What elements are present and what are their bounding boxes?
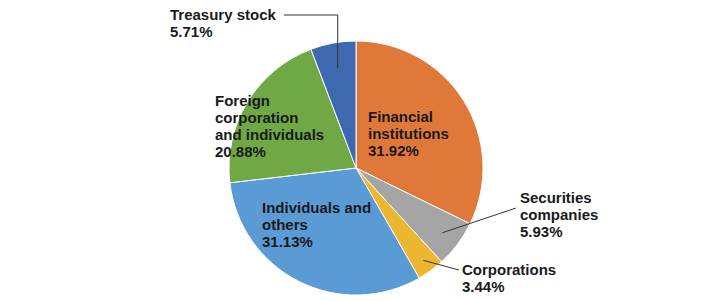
- slice-name-line: Individuals and: [262, 199, 371, 216]
- slice-name-line: Financial: [368, 108, 433, 125]
- slice-name: Corporations: [462, 261, 556, 278]
- slice-name: Foreigncorporationand individuals: [215, 92, 324, 143]
- slice-name-line: Foreign: [215, 92, 270, 109]
- slice-value: 20.88%: [215, 143, 266, 160]
- slice-value: 31.13%: [262, 233, 313, 250]
- slice-name-line: and individuals: [215, 126, 324, 143]
- leader-line: [423, 260, 459, 270]
- chart: Financialinstitutions31.92% Securitiescom…: [0, 0, 713, 301]
- slice-name-line: Securities: [520, 189, 592, 206]
- slice-name-line: corporation: [215, 109, 298, 126]
- slice-value: 5.71%: [170, 23, 213, 40]
- pie: [229, 41, 483, 295]
- slice-name: Securitiescompanies: [520, 189, 598, 223]
- slice-value: 5.93%: [520, 223, 563, 240]
- slice-name: Treasury stock: [170, 6, 277, 23]
- slice-name-line: companies: [520, 206, 598, 223]
- pie-slice: [311, 41, 356, 168]
- slice-name: Financialinstitutions: [368, 108, 449, 142]
- labels: Financialinstitutions31.92% Securitiescom…: [170, 6, 598, 295]
- slice-name-line: Treasury stock: [170, 6, 277, 23]
- pie-slice: [230, 168, 419, 295]
- slice-name: Individuals andothers: [262, 199, 371, 233]
- leader-line: [442, 208, 516, 233]
- slice-name-line: institutions: [368, 125, 449, 142]
- slice-name-line: Corporations: [462, 261, 556, 278]
- leader-line: [284, 15, 338, 68]
- slice-name-line: others: [262, 216, 308, 233]
- slice-value: 3.44%: [462, 278, 505, 295]
- slice-value: 31.92%: [368, 142, 419, 159]
